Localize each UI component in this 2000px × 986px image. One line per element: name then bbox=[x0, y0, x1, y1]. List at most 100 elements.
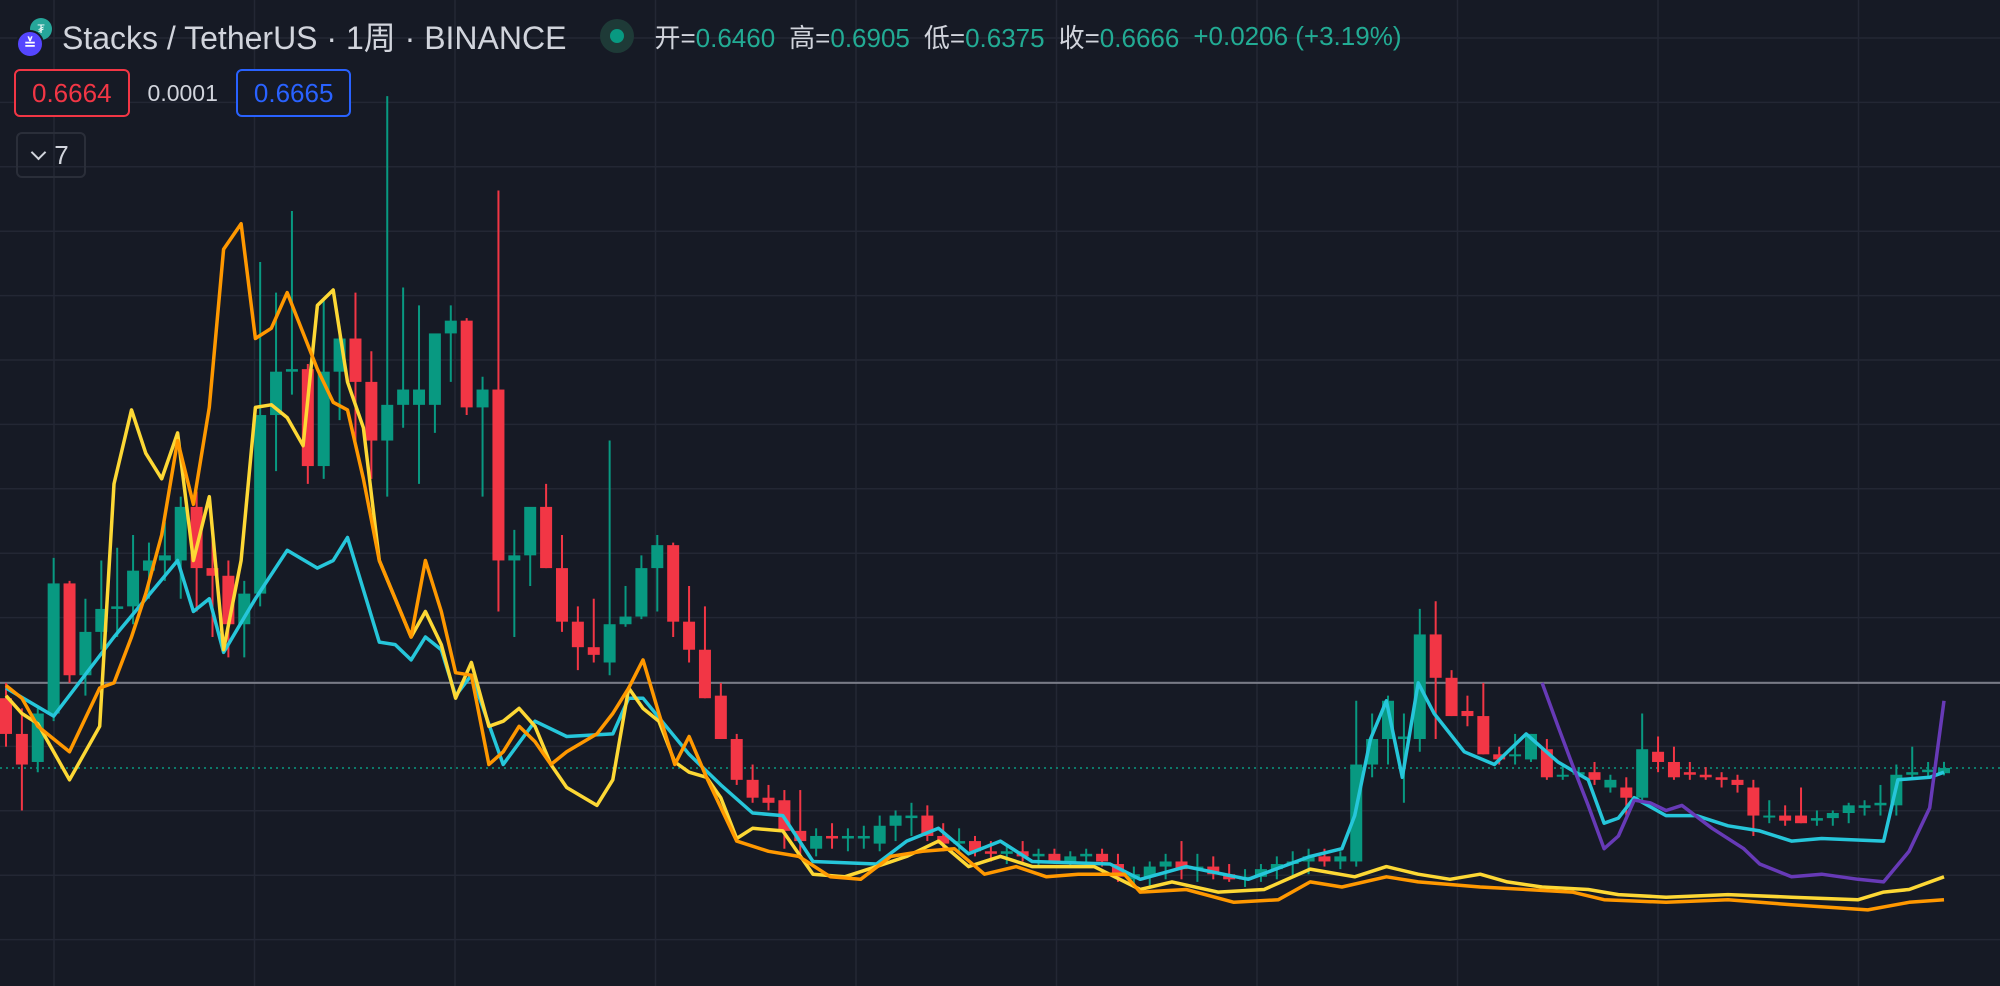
candle bbox=[857, 825, 870, 849]
candle-body bbox=[810, 835, 823, 849]
symbol-icons[interactable]: ₮ ≚ bbox=[14, 16, 54, 58]
candle-body bbox=[873, 825, 886, 844]
candle-body bbox=[762, 797, 775, 803]
candle bbox=[1540, 739, 1553, 780]
candle bbox=[841, 828, 854, 852]
candle-body bbox=[826, 835, 839, 839]
indicators-toggle-button[interactable]: 7 bbox=[16, 132, 86, 178]
candle bbox=[1477, 682, 1490, 755]
candle-body bbox=[508, 555, 521, 561]
candle-body bbox=[540, 506, 553, 569]
candle-body bbox=[238, 593, 251, 625]
candle-body bbox=[1636, 749, 1649, 798]
candle-body bbox=[571, 621, 584, 648]
candle bbox=[47, 557, 60, 722]
candle bbox=[1334, 851, 1347, 870]
candle-body bbox=[1779, 815, 1792, 821]
candle-body bbox=[969, 841, 981, 852]
candle bbox=[1588, 761, 1601, 785]
candle bbox=[1032, 848, 1045, 867]
candle bbox=[413, 305, 426, 484]
buy-button[interactable]: 0.6665 bbox=[235, 69, 352, 117]
candle-body bbox=[1747, 787, 1760, 816]
candle bbox=[1874, 784, 1887, 816]
candle-body bbox=[698, 649, 711, 699]
candle bbox=[444, 305, 457, 382]
candle-body bbox=[730, 739, 743, 780]
candle-body bbox=[1699, 774, 1712, 778]
candle bbox=[1445, 670, 1458, 717]
candle bbox=[1683, 761, 1696, 780]
candle-body bbox=[174, 506, 187, 561]
candle-body bbox=[142, 560, 155, 571]
candle bbox=[1810, 810, 1823, 826]
candle bbox=[619, 585, 632, 627]
candle-body bbox=[206, 568, 219, 576]
candle-body bbox=[937, 835, 950, 844]
candle-body bbox=[1159, 861, 1172, 867]
candle-body bbox=[1667, 761, 1680, 778]
candle bbox=[1175, 841, 1188, 880]
candle bbox=[1715, 772, 1728, 788]
candle bbox=[762, 784, 775, 811]
candle-body bbox=[349, 338, 362, 382]
candle-body bbox=[1858, 805, 1871, 808]
symbol-title[interactable]: Stacks / TetherUS · 1周 · BINANCE bbox=[62, 20, 567, 56]
candle-body bbox=[1477, 716, 1490, 755]
candle bbox=[381, 96, 394, 497]
candle-body bbox=[1731, 779, 1744, 785]
indicator-lines bbox=[4, 221, 1946, 912]
candle-body bbox=[1556, 774, 1569, 777]
candle-body bbox=[397, 389, 410, 405]
candle bbox=[1906, 746, 1919, 780]
ohlc-close: 收=0.6666 bbox=[1058, 22, 1180, 53]
candle bbox=[317, 300, 330, 479]
candle-body bbox=[1064, 856, 1077, 862]
candle-body bbox=[1461, 710, 1474, 717]
candle-body bbox=[1493, 754, 1506, 760]
candle-body bbox=[1509, 754, 1522, 757]
candle-body bbox=[1620, 787, 1633, 798]
candle bbox=[698, 606, 711, 699]
candle bbox=[603, 440, 616, 676]
candle-body bbox=[1763, 815, 1776, 818]
candle bbox=[810, 828, 823, 857]
candle bbox=[571, 606, 584, 671]
candle bbox=[397, 287, 410, 428]
candle bbox=[460, 318, 473, 416]
ohlc-high: 高=0.6905 bbox=[789, 22, 910, 53]
candle bbox=[1080, 848, 1093, 865]
candle-body bbox=[857, 835, 870, 839]
candle-body bbox=[984, 851, 997, 854]
candle bbox=[365, 351, 378, 479]
candle-body bbox=[555, 568, 568, 622]
candle-body bbox=[1604, 779, 1617, 788]
candle bbox=[142, 542, 155, 599]
candle-body bbox=[254, 415, 267, 594]
candle-body bbox=[1715, 777, 1728, 780]
candle-body bbox=[111, 606, 124, 609]
market-status-icon[interactable] bbox=[600, 19, 635, 53]
candle bbox=[635, 555, 648, 620]
candle bbox=[79, 598, 92, 696]
candle bbox=[0, 682, 12, 747]
candle bbox=[206, 534, 219, 637]
candle bbox=[1509, 733, 1522, 765]
candle-body bbox=[1906, 772, 1919, 775]
sell-button[interactable]: 0.6664 bbox=[14, 69, 130, 117]
candle bbox=[15, 708, 28, 811]
candle bbox=[1667, 746, 1680, 780]
candle bbox=[746, 764, 759, 803]
candle-body bbox=[1922, 769, 1935, 773]
price-lines bbox=[0, 681, 2000, 769]
candle-body bbox=[1397, 736, 1410, 740]
candle bbox=[1826, 810, 1839, 826]
candle-body bbox=[1096, 853, 1109, 862]
candle-body bbox=[1080, 853, 1093, 857]
candles bbox=[0, 96, 1950, 887]
candle bbox=[1143, 861, 1156, 887]
candle bbox=[111, 547, 124, 637]
candle-body bbox=[1445, 677, 1458, 717]
